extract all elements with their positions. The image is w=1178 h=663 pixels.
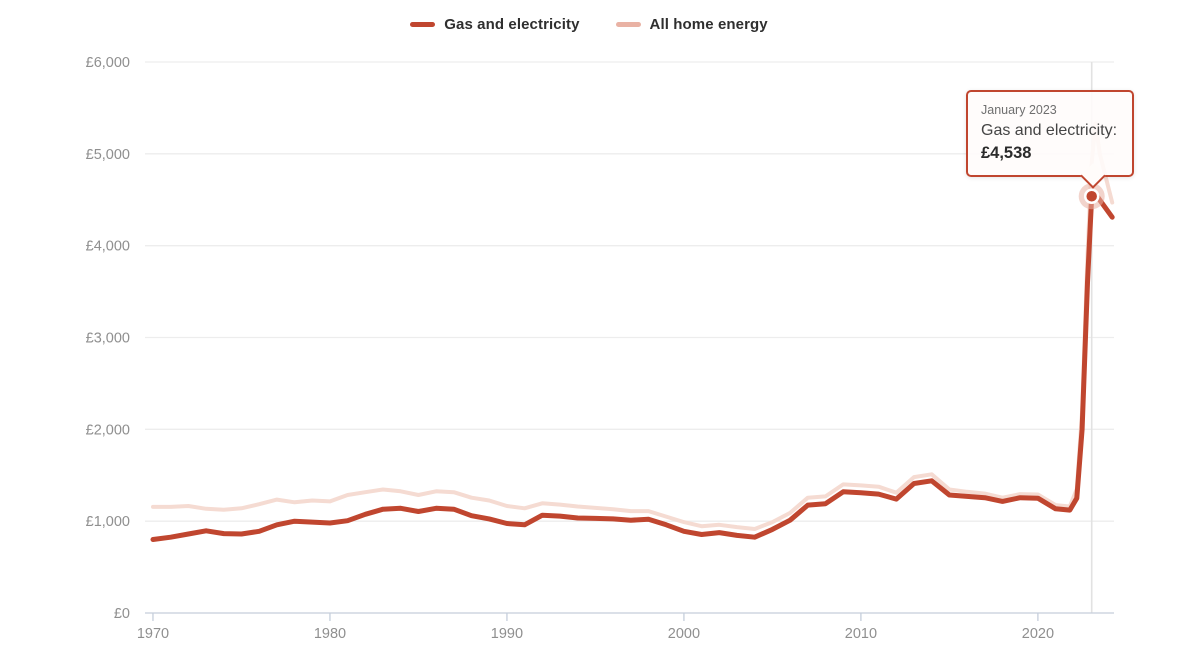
y-axis-tick-label: £5,000: [86, 147, 130, 163]
y-axis-tick-label: £3,000: [86, 331, 130, 347]
legend-item-gas-and-electricity: Gas and electricity: [410, 16, 579, 33]
y-axis-tick-label: £1,000: [86, 514, 130, 530]
x-axis-tick-label: 1990: [491, 626, 523, 642]
x-axis-tick-label: 1980: [314, 626, 346, 642]
chart-tooltip: January 2023 Gas and electricity: £4,538: [966, 90, 1134, 189]
y-axis-tick-label: £6,000: [86, 55, 130, 71]
gas-and-electricity-swatch-icon: [410, 22, 436, 27]
tooltip-value: £4,538: [981, 144, 1032, 162]
x-axis-tick-label: 2020: [1022, 626, 1054, 642]
x-axis-tick-label: 1970: [137, 626, 169, 642]
legend-label-all-home-energy: All home energy: [649, 16, 768, 33]
y-axis-tick-label: £0: [114, 606, 130, 622]
y-axis-tick-label: £4,000: [86, 239, 130, 255]
legend-label-gas-and-electricity: Gas and electricity: [444, 16, 580, 33]
series-line-gas-and-electricity[interactable]: [150, 189, 1115, 542]
tooltip-date: January 2023: [981, 103, 1057, 117]
x-axis-tick-label: 2010: [845, 626, 877, 642]
x-axis-tick-label: 2000: [668, 626, 700, 642]
chart-legend: Gas and electricity All home energy: [0, 16, 1178, 33]
tooltip-series-label: Gas and electricity:: [981, 122, 1118, 139]
series-line-all-home-energy[interactable]: [151, 121, 1115, 531]
all-home-energy-swatch-icon: [615, 22, 641, 27]
legend-item-all-home-energy: All home energy: [615, 16, 768, 33]
y-axis-tick-label: £2,000: [86, 422, 130, 438]
highlight-point-marker: [1083, 188, 1100, 205]
